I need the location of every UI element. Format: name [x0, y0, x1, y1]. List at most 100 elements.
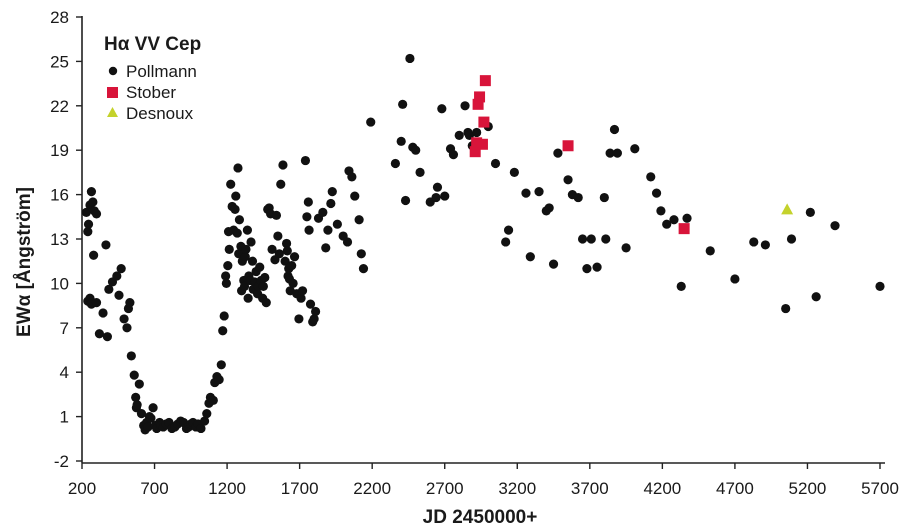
legend: Hα VV Cep Pollmann Stober Desnoux — [104, 34, 201, 123]
point-pollmann — [440, 191, 450, 201]
point-pollmann — [281, 238, 292, 249]
point-pollmann — [621, 243, 631, 253]
point-pollmann — [609, 124, 620, 135]
point-pollmann — [132, 400, 142, 410]
point-pollmann — [332, 219, 342, 229]
legend-label-stober: Stober — [126, 83, 176, 102]
point-pollmann — [786, 234, 797, 244]
point-stober — [469, 146, 481, 158]
point-pollmann — [525, 252, 535, 262]
y-tick-label: 4 — [60, 363, 69, 382]
point-pollmann — [116, 264, 126, 274]
point-pollmann — [781, 303, 791, 314]
point-pollmann — [241, 244, 251, 254]
point-pollmann — [431, 192, 441, 203]
point-pollmann — [83, 227, 93, 237]
y-tick-label: 22 — [50, 97, 69, 116]
point-pollmann — [86, 187, 97, 197]
point-pollmann — [534, 187, 544, 197]
point-pollmann — [273, 231, 283, 241]
point-pollmann — [342, 237, 353, 247]
point-pollmann — [98, 308, 108, 318]
point-pollmann — [400, 195, 411, 206]
point-pollmann — [875, 281, 885, 291]
point-pollmann — [630, 144, 640, 154]
point-pollmann — [318, 207, 328, 217]
point-pollmann — [811, 292, 821, 302]
point-pollmann — [548, 259, 559, 269]
point-pollmann — [271, 210, 282, 220]
point-pollmann — [202, 409, 212, 419]
point-pollmann — [247, 256, 258, 266]
point-pollmann — [231, 191, 241, 201]
point-pollmann — [398, 99, 408, 109]
point-pollmann — [432, 182, 443, 192]
point-pollmann — [226, 179, 236, 189]
y-axis-title: EWα [Ångström] — [14, 187, 35, 337]
point-stober — [478, 116, 490, 128]
point-pollmann — [267, 244, 277, 254]
point-pollmann — [246, 237, 256, 247]
point-pollmann — [682, 213, 692, 223]
point-pollmann — [577, 234, 588, 244]
point-pollmann — [437, 104, 447, 114]
point-pollmann — [366, 117, 376, 127]
x-tick-label: 5700 — [861, 479, 899, 498]
x-tick-label: 1200 — [208, 479, 246, 498]
point-pollmann — [490, 158, 501, 169]
point-pollmann — [83, 219, 94, 229]
point-pollmann — [146, 413, 156, 423]
data-points — [81, 53, 885, 435]
point-pollmann — [134, 379, 144, 389]
point-pollmann — [91, 209, 102, 219]
x-axis-title: JD 2450000+ — [423, 507, 538, 528]
point-pollmann — [503, 225, 514, 235]
point-pollmann — [553, 148, 563, 158]
point-pollmann — [509, 167, 519, 177]
x-tick-label: 5200 — [789, 479, 827, 498]
point-pollmann — [101, 240, 111, 250]
point-pollmann — [612, 148, 622, 158]
point-pollmann — [114, 290, 124, 300]
point-pollmann — [592, 262, 602, 272]
point-pollmann — [521, 188, 531, 198]
point-pollmann — [214, 375, 224, 385]
y-tick-label: 28 — [50, 8, 69, 27]
point-pollmann — [356, 249, 366, 259]
y-axis-ticks: -2 1 4 7 10 13 16 19 22 25 28 — [50, 8, 82, 471]
x-tick-label: 2700 — [426, 479, 464, 498]
point-pollmann — [563, 175, 573, 185]
point-pollmann — [573, 192, 583, 203]
point-pollmann — [730, 274, 740, 284]
point-pollmann — [243, 293, 253, 303]
point-pollmann — [297, 286, 308, 296]
point-pollmann — [544, 203, 554, 213]
point-pollmann — [805, 207, 815, 217]
legend-label-desnoux: Desnoux — [126, 104, 194, 123]
point-pollmann — [81, 207, 91, 217]
x-tick-label: 4200 — [643, 479, 681, 498]
point-pollmann — [304, 225, 314, 235]
point-pollmann — [125, 298, 135, 308]
point-stober — [562, 140, 574, 152]
point-pollmann — [294, 314, 304, 324]
point-pollmann — [148, 403, 158, 413]
point-pollmann — [221, 271, 231, 281]
point-pollmann — [288, 278, 298, 288]
point-pollmann — [676, 281, 686, 291]
point-pollmann — [119, 314, 129, 324]
point-pollmann — [104, 284, 114, 294]
point-pollmann — [662, 219, 672, 229]
point-pollmann — [646, 172, 656, 182]
point-pollmann — [448, 150, 459, 160]
point-pollmann — [208, 395, 218, 405]
x-tick-label: 3200 — [498, 479, 536, 498]
point-pollmann — [586, 234, 596, 244]
point-pollmann — [454, 130, 464, 140]
point-pollmann — [218, 326, 228, 336]
point-pollmann — [216, 360, 226, 370]
point-pollmann — [323, 225, 333, 235]
point-pollmann — [760, 240, 770, 250]
point-pollmann — [260, 272, 270, 283]
